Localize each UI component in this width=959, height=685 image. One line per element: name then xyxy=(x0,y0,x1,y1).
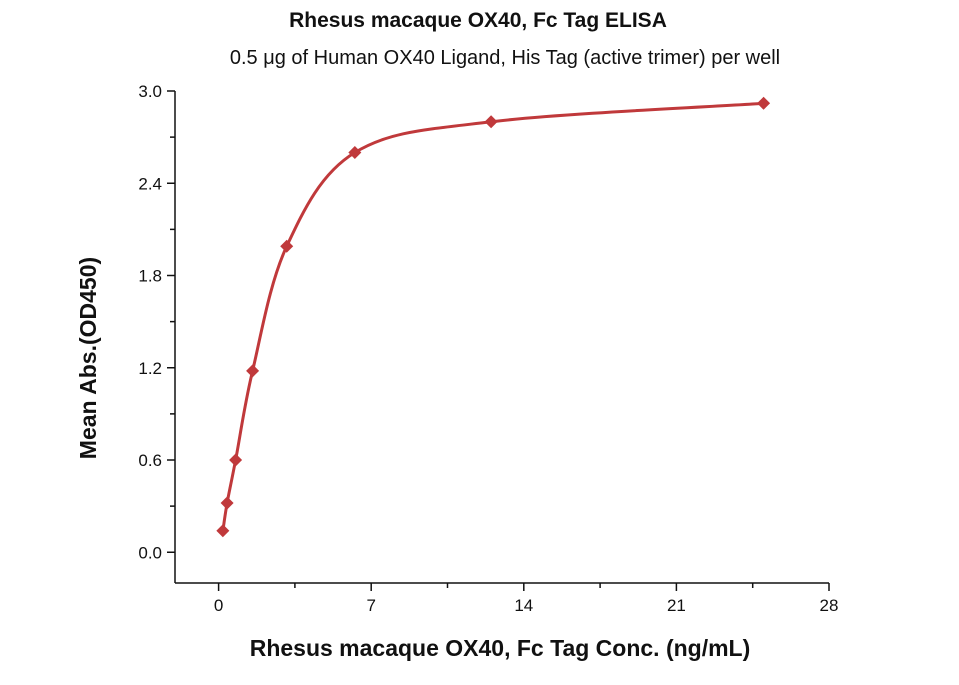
y-tick-label: 2.4 xyxy=(138,174,162,193)
chart-title: Rhesus macaque OX40, Fc Tag ELISA xyxy=(289,9,667,32)
y-axis-label: Mean Abs.(OD450) xyxy=(75,257,101,459)
plot-area: 0.0 0.6 1.2 1.8 2.4 3.0 0 7 14 21 28 xyxy=(138,82,838,615)
data-points xyxy=(216,96,771,538)
x-axis-ticks: 0 7 14 21 28 xyxy=(214,583,839,615)
data-point-diamond xyxy=(246,364,260,378)
y-tick-label: 1.2 xyxy=(138,359,162,378)
data-point-diamond xyxy=(280,239,294,253)
data-point-diamond xyxy=(484,115,498,129)
chart-subtitle: 0.5 μg of Human OX40 Ligand, His Tag (ac… xyxy=(230,47,780,69)
data-point-diamond xyxy=(229,453,243,467)
data-point-diamond xyxy=(220,496,234,510)
x-tick-label: 28 xyxy=(820,596,839,615)
y-tick-label: 1.8 xyxy=(138,267,162,286)
x-tick-label: 21 xyxy=(667,596,686,615)
y-tick-label: 0.0 xyxy=(138,543,162,562)
y-tick-label: 3.0 xyxy=(138,82,162,101)
data-point-diamond xyxy=(757,96,771,110)
x-tick-label: 7 xyxy=(366,596,375,615)
x-tick-label: 0 xyxy=(214,596,223,615)
fit-curve-line xyxy=(221,101,764,531)
data-point-diamond xyxy=(216,524,230,538)
y-axis-ticks: 0.0 0.6 1.2 1.8 2.4 3.0 xyxy=(138,82,175,562)
y-tick-label: 0.6 xyxy=(138,451,162,470)
x-tick-label: 14 xyxy=(514,596,533,615)
x-axis-label: Rhesus macaque OX40, Fc Tag Conc. (ng/mL… xyxy=(250,635,751,661)
data-point-diamond xyxy=(348,146,362,159)
